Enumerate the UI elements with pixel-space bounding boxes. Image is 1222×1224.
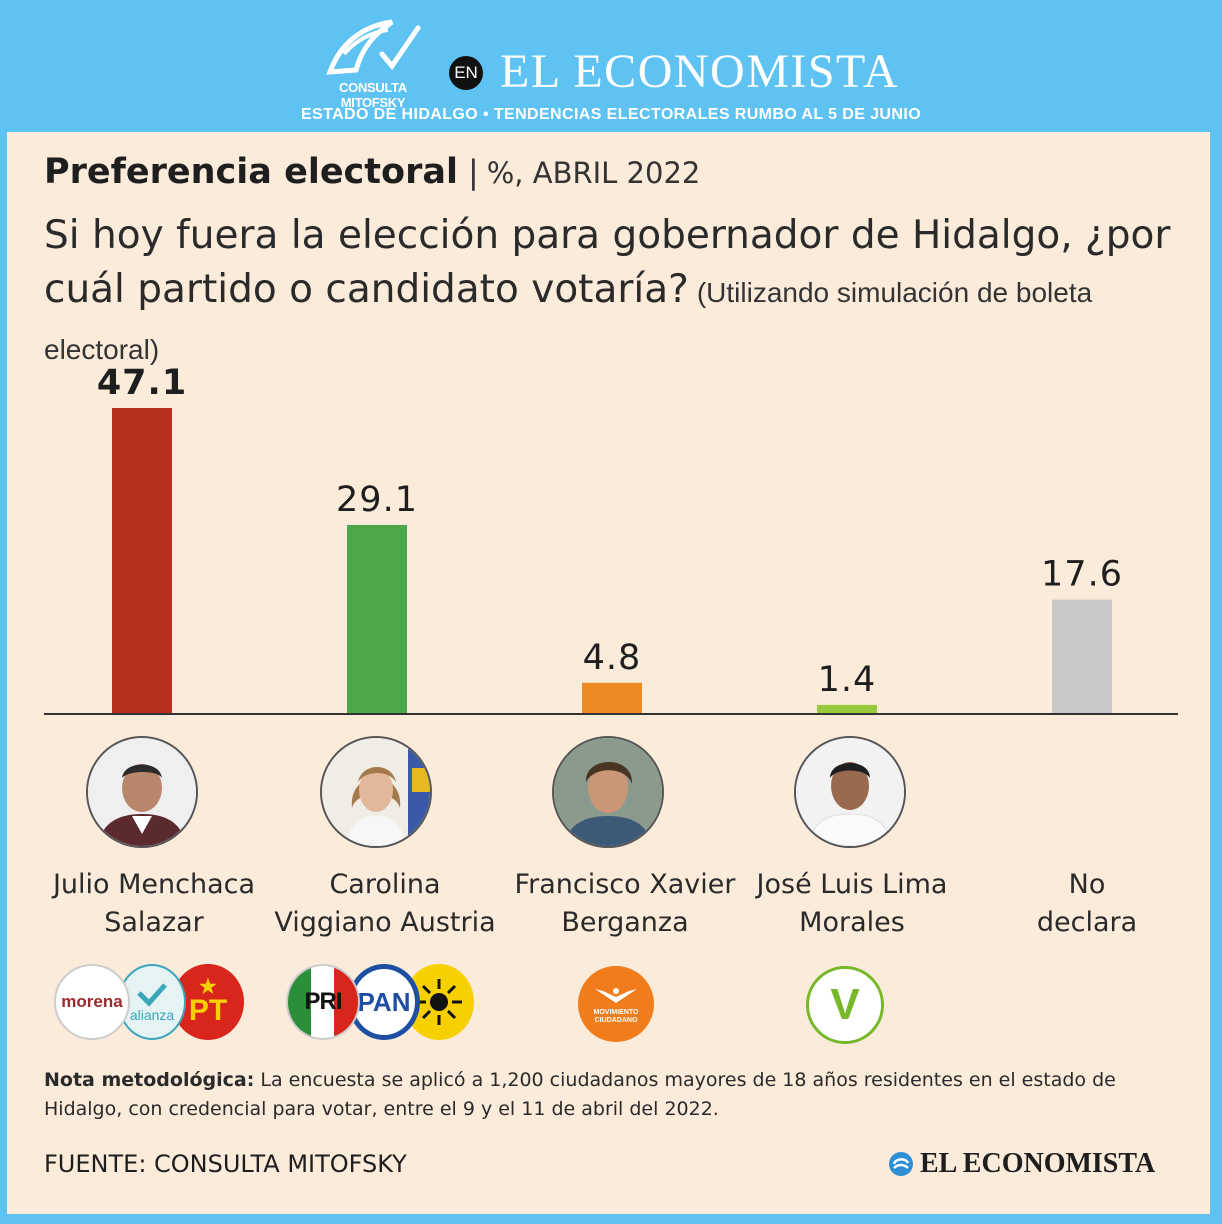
nueva-alianza-label: alianza xyxy=(129,1007,175,1023)
candidate-name: Julio Menchaca Salazar xyxy=(29,866,279,942)
morena-logo: morena xyxy=(54,964,130,1040)
footer-brand: EL ECONOMISTA xyxy=(888,1148,1155,1180)
candidate-name: Carolina Viggiano Austria xyxy=(260,866,510,942)
pvem-logo: V xyxy=(806,966,884,1044)
prd-sun-icon xyxy=(416,979,462,1025)
bars-layer: 47.1 29.1 4.8 1.4 17.6 xyxy=(97,363,1123,714)
bar-value-label: 17.6 xyxy=(1041,555,1123,595)
title-unit: %, ABRIL 2022 xyxy=(486,156,701,190)
candidate-name-line2: Viggiano Austria xyxy=(274,907,496,938)
bar-4 xyxy=(817,704,877,714)
bar-value-label: 4.8 xyxy=(583,638,642,678)
candidate-name-line2: Berganza xyxy=(561,907,689,938)
pvem-label: V xyxy=(830,980,860,1029)
candidate-name: Francisco Xavier Berganza xyxy=(500,866,750,942)
brand-title: EL ECONOMISTA xyxy=(500,45,900,98)
candidate-name-line2: Morales xyxy=(799,907,905,938)
title-main: Preferencia electoral xyxy=(44,152,458,192)
checkmark-icon xyxy=(137,983,167,1007)
en-badge: EN xyxy=(449,56,483,90)
eagle-icon xyxy=(595,988,637,1003)
candidate-name: No declara xyxy=(962,866,1212,942)
star-icon: ★ xyxy=(199,976,217,998)
morena-label: morena xyxy=(61,992,123,1011)
el-economista-swirl-icon xyxy=(889,1152,913,1176)
footer-brand-text: EL ECONOMISTA xyxy=(920,1148,1156,1179)
bar-value-label: 47.1 xyxy=(97,363,187,403)
candidate-name-line1: Francisco Xavier xyxy=(514,869,736,900)
pt-label: PT xyxy=(188,994,228,1027)
candidate-photo-viggiano xyxy=(320,736,432,848)
pri-label: PRI xyxy=(304,988,342,1015)
survey-question: Si hoy fuera la elección para gobernador… xyxy=(44,209,1204,377)
methodology-note: Nota metodológica: La encuesta se aplicó… xyxy=(44,1066,1184,1124)
header-subtitle: ESTADO DE HIDALGO • TENDENCIAS ELECTORAL… xyxy=(300,106,922,123)
bar-1 xyxy=(112,408,172,714)
bar-2 xyxy=(347,524,407,714)
candidate-name-line2: declara xyxy=(1036,907,1138,938)
candidate-name-line1: José Luis Lima xyxy=(756,869,948,900)
question-text: Si hoy fuera la elección para gobernador… xyxy=(44,213,1171,312)
question-note: (Utilizando simulación de boleta elector… xyxy=(44,277,1093,365)
person-avatar-icon xyxy=(88,738,196,846)
bar-value-label: 1.4 xyxy=(818,660,877,700)
pan-label: PAN xyxy=(357,986,411,1017)
person-avatar-icon xyxy=(322,738,430,846)
movimiento-ciudadano-logo: MOVIMIENTO CIUDADANO xyxy=(578,966,654,1042)
source-text: FUENTE: CONSULTA MITOFSKY xyxy=(44,1150,407,1178)
candidate-photo-berganza xyxy=(552,736,664,848)
note-text: La encuesta se aplicó a 1,200 ciudadanos… xyxy=(44,1069,1116,1120)
candidate-name-line1: Julio Menchaca xyxy=(52,869,256,900)
bar-value-label: 29.1 xyxy=(336,480,418,520)
mc-label: MOVIMIENTO CIUDADANO xyxy=(593,1009,639,1024)
mitofsky-swoosh-icon xyxy=(326,19,421,75)
candidate-name: José Luis Lima Morales xyxy=(727,866,977,942)
bar-chart: 47.1 29.1 4.8 1.4 17.6 xyxy=(44,363,1178,715)
pan-logo: PAN xyxy=(348,964,420,1040)
bar-5 xyxy=(1052,599,1112,714)
mitofsky-label: CONSULTA MITOFSKY xyxy=(339,80,407,110)
pri-logo: PRI xyxy=(286,964,360,1040)
candidate-name-line2: Salazar xyxy=(104,907,204,938)
mitofsky-logo: CONSULTA MITOFSKY xyxy=(308,14,438,110)
person-avatar-icon xyxy=(796,738,904,846)
person-avatar-icon xyxy=(554,738,662,846)
header-banner: CONSULTA MITOFSKY EN EL ECONOMISTA ESTAD… xyxy=(0,0,1222,132)
chart-title: Preferencia electoral |%, ABRIL 2022 xyxy=(44,152,700,192)
candidate-photo-lima xyxy=(794,736,906,848)
note-label: Nota metodológica: xyxy=(44,1069,255,1091)
candidate-photo-menchaca xyxy=(86,736,198,848)
candidate-name-line1: No xyxy=(1068,869,1106,900)
bar-3 xyxy=(582,682,642,714)
title-separator: | xyxy=(467,153,479,191)
candidate-name-line1: Carolina xyxy=(329,869,441,900)
